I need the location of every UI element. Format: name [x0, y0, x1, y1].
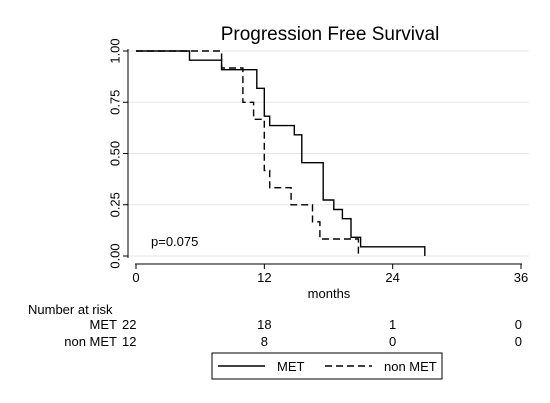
series-line-met [136, 50, 426, 256]
risk-count: 8 [261, 334, 268, 349]
grid-lines [128, 50, 529, 257]
risk-table-heading: Number at risk [28, 302, 113, 317]
axes: 0.00 0.25 0.50 0.75 1.00 0 12 24 36 [107, 38, 528, 285]
x-tick-label: 12 [257, 270, 271, 285]
chart-title: Progression Free Survival [221, 24, 440, 45]
x-axis-label: months [308, 286, 351, 301]
p-value-annotation: p=0.075 [151, 234, 198, 249]
y-tick-label: 0.00 [107, 243, 122, 268]
y-tick-label: 0.50 [107, 141, 122, 166]
series-lines [136, 50, 426, 256]
risk-count: 18 [257, 317, 271, 332]
risk-count: 22 [122, 317, 136, 332]
legend: MET non MET [211, 352, 443, 380]
x-tick-label: 24 [385, 270, 399, 285]
risk-row-label: non MET [64, 334, 117, 349]
risk-table: Number at risk MET 22 18 1 0 non MET 12 8 0 0 [28, 302, 522, 349]
risk-count: 12 [122, 334, 136, 349]
risk-count: 0 [389, 334, 396, 349]
risk-count: 0 [515, 334, 522, 349]
x-tick-label: 36 [514, 270, 528, 285]
y-tick-label: 0.75 [107, 90, 122, 115]
risk-row-label: MET [90, 317, 118, 332]
y-tick-label: 1.00 [107, 38, 122, 63]
legend-label: MET [277, 359, 305, 374]
risk-count: 0 [515, 317, 522, 332]
series-line-non-met [136, 50, 360, 256]
y-tick-label: 0.25 [107, 192, 122, 217]
legend-label: non MET [384, 359, 437, 374]
risk-count: 1 [389, 317, 396, 332]
x-tick-label: 0 [132, 270, 139, 285]
